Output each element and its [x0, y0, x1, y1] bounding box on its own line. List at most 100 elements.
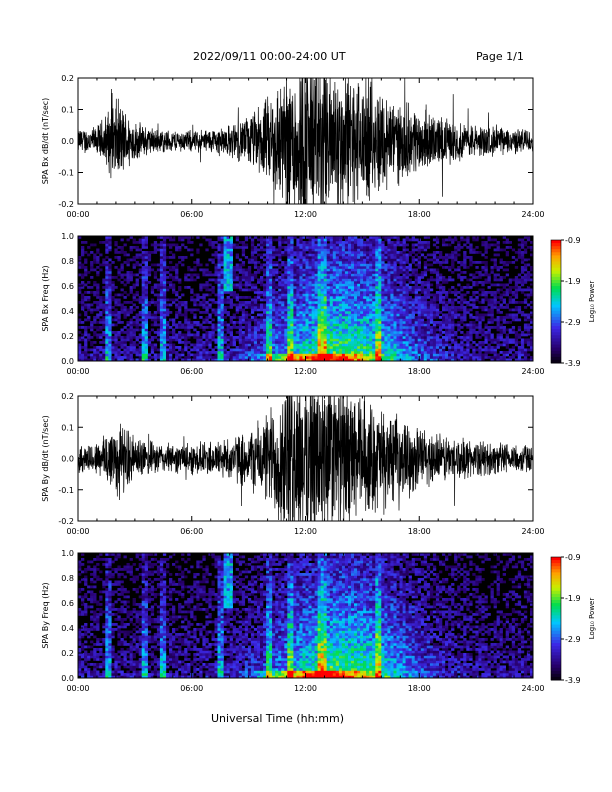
spectrogram-cell — [457, 323, 461, 327]
spectrogram-cell — [311, 286, 315, 289]
spectrogram-cell — [338, 273, 343, 277]
spectrogram-cell — [457, 283, 461, 287]
spectrogram-cell — [114, 336, 118, 339]
spectrogram-cell — [420, 296, 425, 299]
spectrogram-cell — [405, 283, 409, 287]
spectrogram-cell — [138, 353, 142, 357]
spectrogram-cell — [378, 258, 382, 262]
spectrogram-cell — [378, 338, 382, 342]
spectrogram-cell — [87, 316, 91, 319]
spectrogram-cell — [414, 346, 418, 349]
spectrogram-cell — [272, 246, 276, 249]
spectrogram-cell — [432, 333, 437, 337]
spectrogram-cell — [357, 301, 361, 304]
spectrogram-cell — [81, 346, 85, 349]
spectrogram-cell — [445, 313, 449, 317]
spectrogram-cell — [432, 238, 437, 242]
spectrogram-cell — [141, 291, 145, 294]
spectrogram-cell — [414, 308, 418, 312]
spectrogram-cell — [93, 308, 97, 312]
spectrogram-cell — [284, 356, 288, 359]
spectrogram-cell — [159, 323, 164, 327]
spectrogram-cell — [311, 276, 315, 279]
spectrogram-cell — [229, 326, 233, 329]
spectrogram-cell — [226, 281, 230, 284]
spectrogram-cell — [166, 271, 170, 274]
spectrogram-cell — [378, 316, 382, 319]
spectrogram-cell — [263, 356, 267, 359]
spectrogram-cell — [375, 261, 379, 264]
spectrogram-cell — [344, 283, 349, 287]
spectrogram-cell — [290, 243, 294, 247]
spectrogram-cell — [290, 291, 294, 294]
spectrogram-cell — [420, 353, 425, 357]
spectrogram-cell — [335, 266, 340, 269]
spectrogram-cell — [178, 346, 182, 349]
spectrogram-cell — [126, 331, 130, 334]
spectrogram-cell — [414, 248, 418, 252]
spectrogram-cell — [247, 321, 252, 324]
spectrogram-cell — [81, 241, 85, 244]
spectrogram-cell — [393, 328, 397, 332]
spectrogram-cell — [226, 248, 230, 252]
spectrogram-cell — [390, 251, 394, 254]
spectrogram-cell — [378, 301, 382, 304]
spectrogram-cell — [208, 353, 212, 357]
spectrogram-cell — [229, 328, 233, 332]
spectrogram-cell — [457, 348, 461, 352]
spectrogram-cell — [387, 348, 391, 352]
spectrogram-cell — [229, 318, 233, 322]
spectrogram-cell — [299, 253, 303, 257]
spectrogram-cell — [405, 248, 409, 252]
spectrogram-cell — [375, 341, 379, 344]
spectrogram-cell — [284, 253, 288, 257]
spectrogram-cell — [417, 316, 421, 319]
spectrogram-cell — [305, 323, 309, 327]
spectrogram-cell — [169, 268, 173, 272]
spectrogram-cell — [326, 306, 330, 309]
spectrogram-cell — [442, 286, 446, 289]
spectrogram-cell — [378, 243, 382, 247]
spectrogram-cell — [205, 348, 209, 352]
spectrogram-cell — [302, 358, 306, 362]
spectrogram-cell — [214, 346, 218, 349]
spectrogram-cell — [329, 236, 334, 239]
spectrogram-cell — [387, 321, 391, 324]
spectrogram-cell — [296, 293, 300, 297]
spectrogram-cell — [278, 251, 282, 254]
spectrogram-cell — [399, 353, 403, 357]
spectrogram-cell — [341, 336, 346, 339]
spectrogram-cell — [360, 311, 364, 314]
spectrogram-cell — [217, 238, 221, 242]
spectrogram-cell — [454, 306, 458, 309]
spectrogram-cell — [338, 331, 343, 334]
spectrogram-cell — [162, 301, 167, 304]
spectrogram-cell — [108, 316, 112, 319]
spectrogram-cell — [314, 341, 318, 344]
spectrogram-cell — [269, 348, 273, 352]
spectrogram-cell — [357, 313, 361, 317]
spectrogram-cell — [381, 278, 385, 282]
spectrogram-cell — [317, 343, 321, 347]
spectrogram-cell — [232, 326, 236, 329]
spectrogram-cell — [326, 283, 330, 287]
spectrogram-cell — [429, 303, 434, 307]
spectrogram-cell — [414, 291, 418, 294]
spectrogram-cell — [253, 251, 258, 254]
spectrogram-cell — [269, 266, 273, 269]
spectrogram-cell — [405, 293, 409, 297]
spectrogram-cell — [442, 318, 446, 322]
y-tick-label: -0.1 — [58, 169, 74, 178]
spectrogram-cell — [217, 281, 221, 284]
spectrogram-cell — [84, 291, 88, 294]
spectrogram-cell — [166, 298, 170, 302]
spectrogram-cell — [266, 258, 270, 262]
spectrogram-cell — [132, 308, 136, 312]
spectrogram-cell — [317, 261, 321, 264]
spectrogram-cell — [172, 298, 176, 302]
spectrogram-cell — [81, 321, 85, 324]
spectrogram-cell — [141, 251, 145, 254]
spectrogram-cell — [439, 331, 443, 334]
spectrogram-cell — [290, 308, 294, 312]
spectrogram-cell — [223, 251, 227, 254]
